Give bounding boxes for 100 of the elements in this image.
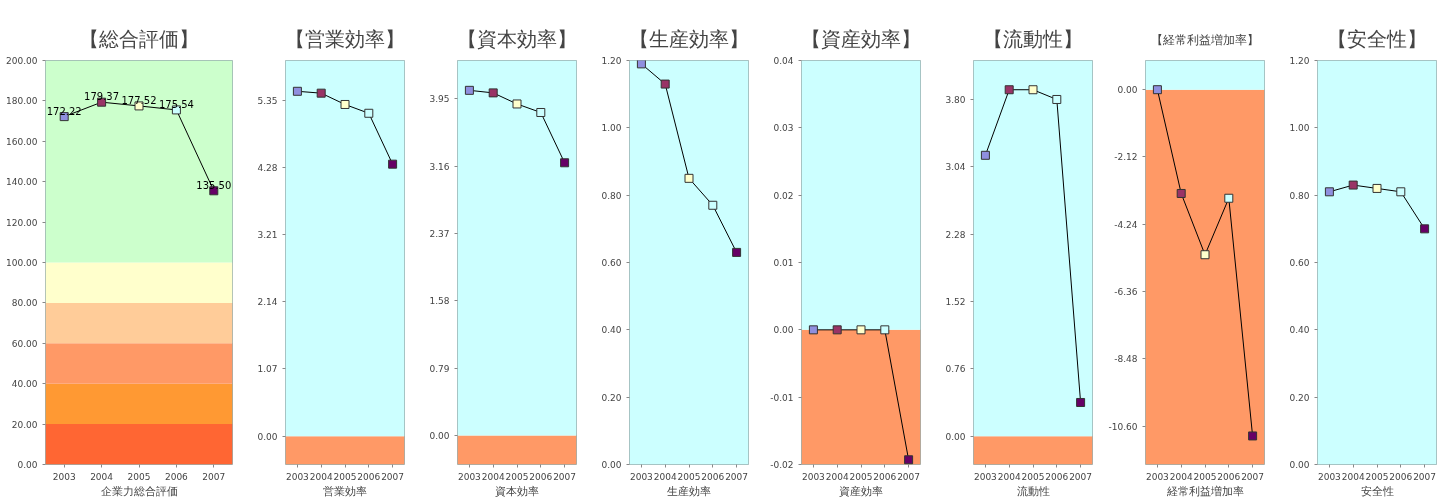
y-tick-label: 200.00 <box>6 56 38 66</box>
x-tick-label: 2006 <box>164 471 189 482</box>
point <box>488 88 498 98</box>
x-tick-label: 2005 <box>1193 471 1217 482</box>
x-tick-label: 2007 <box>1241 471 1265 482</box>
y-tick-label: 0.60 <box>601 258 622 268</box>
chart-title: 【営業効率】 <box>285 26 405 51</box>
y-tick-label: 140.00 <box>6 177 38 188</box>
x-tick-label: 2004 <box>997 471 1021 482</box>
y-tick-label: 2.14 <box>257 297 278 308</box>
chart-title: 【安全性】 <box>1327 26 1427 51</box>
y-tick-label: 1.00 <box>601 123 622 134</box>
y-tick-label: 3.16 <box>429 161 450 172</box>
y-tick-label: 180.00 <box>6 96 38 107</box>
x-tick-label: 2004 <box>653 471 677 482</box>
y-tick-label: 1.00 <box>1289 123 1310 134</box>
point <box>1248 431 1258 441</box>
x-tick-label: 2006 <box>1045 471 1069 482</box>
point <box>464 85 474 95</box>
x-tick-label: 2005 <box>127 471 151 482</box>
x-tick-label: 2003 <box>1317 471 1341 482</box>
y-tick-label: -0.02 <box>770 460 794 470</box>
point <box>1372 183 1382 193</box>
y-tick-label: 2.37 <box>429 229 450 240</box>
point <box>316 88 326 98</box>
x-tick-label: 2003 <box>52 471 76 482</box>
x-axis-title: 流動性 <box>1016 484 1050 498</box>
y-tick-label: 0.80 <box>601 190 622 201</box>
y-tick-label: 3.80 <box>945 94 966 105</box>
y-tick-label: 1.07 <box>257 364 278 375</box>
x-tick-label: 2006 <box>873 471 897 482</box>
point <box>1004 85 1014 95</box>
y-tick-label: 0.00 <box>1117 85 1138 96</box>
y-tick-label: 3.95 <box>429 94 450 105</box>
y-tick-label: 0.60 <box>1289 258 1310 268</box>
point <box>512 99 522 109</box>
point <box>388 159 398 169</box>
x-axis-title: 資本効率 <box>495 484 539 498</box>
x-tick-label: 2007 <box>381 471 405 482</box>
point <box>1200 250 1210 260</box>
y-tick-label: 20.00 <box>11 419 38 430</box>
x-tick-label: 2004 <box>1341 471 1365 482</box>
point <box>636 60 646 69</box>
point <box>1420 224 1430 234</box>
x-tick-label: 2007 <box>725 471 749 482</box>
y-tick-label: 0.00 <box>601 460 622 470</box>
y-tick-label: 0.00 <box>429 431 450 442</box>
x-tick-label: 2007 <box>1413 471 1437 482</box>
y-tick-label: 4.28 <box>257 162 278 173</box>
x-tick-label: 2007 <box>897 471 921 482</box>
chart-title: 【経常利益増加率】 <box>1151 32 1259 47</box>
chart-title: 【資本効率】 <box>457 26 577 51</box>
y-tick-label: 0.00 <box>773 325 794 336</box>
x-tick-label: 2007 <box>1069 471 1093 482</box>
y-tick-label: 0.40 <box>601 325 622 336</box>
data-label: 172.22 <box>46 105 82 117</box>
chart-title: 【流動性】 <box>983 26 1083 51</box>
y-tick-label: 1.20 <box>1289 56 1310 66</box>
point <box>1348 180 1358 190</box>
point <box>684 173 694 183</box>
x-tick-label: 2003 <box>457 471 481 482</box>
x-tick-label: 2003 <box>973 471 997 482</box>
y-tick-label: -10.60 <box>1108 421 1138 432</box>
point <box>660 79 670 89</box>
y-tick-label: 0.02 <box>773 190 794 201</box>
y-tick-label: 0.20 <box>601 392 622 403</box>
y-tick-label: 0.40 <box>1289 325 1310 336</box>
point <box>560 158 570 168</box>
x-axis-title: 営業効率 <box>323 484 367 498</box>
y-tick-label: 0.00 <box>257 431 278 442</box>
y-tick-label: 1.52 <box>945 296 966 307</box>
y-tick-label: 1.58 <box>429 296 450 307</box>
point <box>1076 397 1086 407</box>
y-tick-label: 0.80 <box>1289 190 1310 201</box>
y-tick-label: -8.48 <box>1114 354 1138 365</box>
x-axis-title: 安全性 <box>1360 484 1394 498</box>
point <box>536 107 546 117</box>
point <box>292 86 302 96</box>
y-tick-label: 160.00 <box>6 136 38 147</box>
chart-title: 【資産効率】 <box>801 26 921 51</box>
x-tick-label: 2005 <box>333 471 357 482</box>
x-tick-label: 2004 <box>309 471 333 482</box>
point <box>1396 187 1406 197</box>
y-tick-label: 0.20 <box>1289 392 1310 403</box>
x-tick-label: 2004 <box>825 471 849 482</box>
y-tick-label: 0.00 <box>17 460 38 470</box>
point <box>340 99 350 109</box>
x-tick-label: 2003 <box>629 471 653 482</box>
y-tick-label: 3.04 <box>945 162 966 173</box>
x-tick-label: 2004 <box>90 471 114 482</box>
x-tick-label: 2005 <box>505 471 529 482</box>
y-tick-label: 0.00 <box>945 431 966 442</box>
x-tick-label: 2005 <box>1021 471 1045 482</box>
point <box>364 108 374 118</box>
point <box>732 247 742 257</box>
point <box>1176 188 1186 198</box>
x-tick-label: 2005 <box>677 471 701 482</box>
x-tick-label: 2004 <box>481 471 505 482</box>
x-tick-label: 2007 <box>553 471 577 482</box>
x-tick-label: 2003 <box>1145 471 1169 482</box>
